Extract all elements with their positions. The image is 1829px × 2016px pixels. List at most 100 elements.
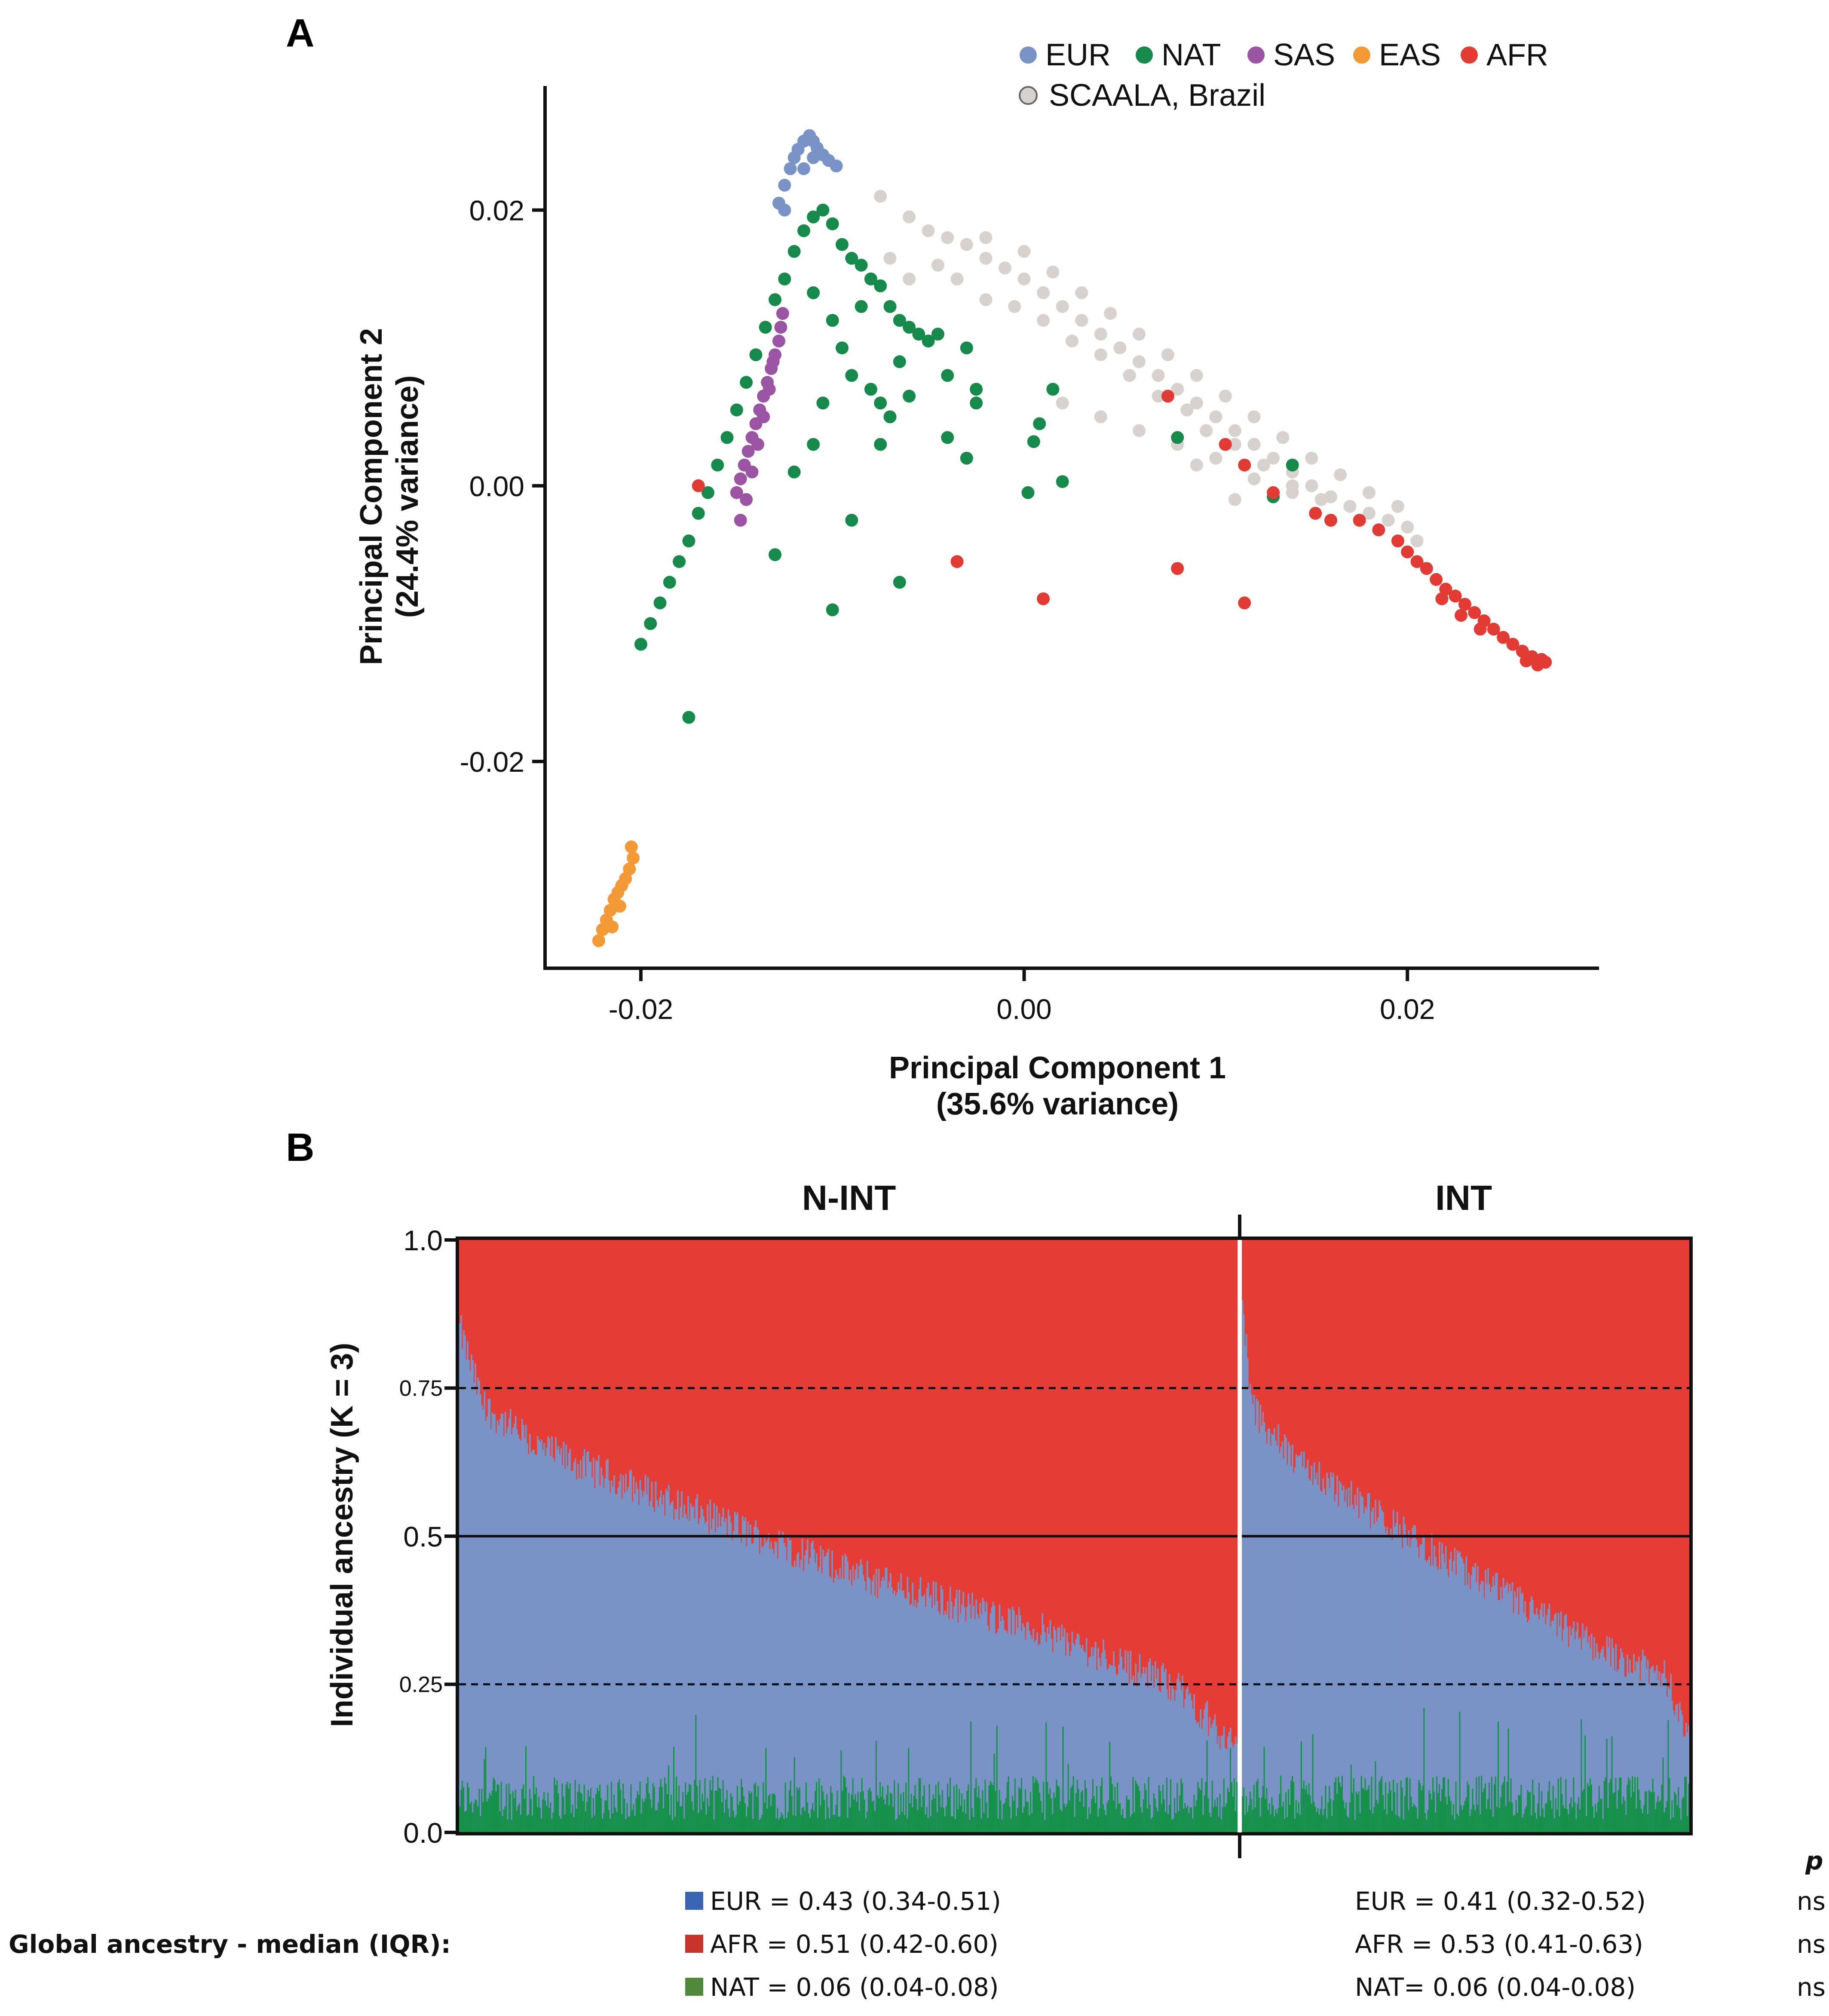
bar-eur [1384,1526,1385,1832]
bar-nat [779,1817,781,1832]
bar-eur [922,1596,924,1832]
bar-eur [1256,1399,1258,1832]
bar-eur [750,1524,751,1832]
bar-eur [554,1461,555,1832]
bar-eur [735,1515,737,1832]
point-nat [759,321,772,334]
bar-nat [1615,1778,1617,1832]
bar-eur [770,1541,772,1832]
bar-eur [1035,1640,1037,1832]
bar-eur [900,1573,902,1832]
bar-eur [1409,1547,1411,1832]
bar-eur [796,1554,798,1832]
bar-nat [890,1792,892,1832]
bar-nat [1289,1804,1291,1832]
bar-eur [647,1477,649,1832]
bar-nat [1338,1777,1339,1832]
bar-nat [1500,1797,1502,1832]
bar-nat [738,1804,740,1832]
bar-eur [1679,1702,1681,1832]
bar-nat [1546,1803,1548,1832]
bar-eur [952,1619,954,1832]
bar-eur [1144,1673,1146,1832]
bar-nat [1643,1805,1645,1832]
bar-nat [722,1780,724,1832]
bar-eur [1309,1480,1311,1832]
bar-eur [572,1470,574,1832]
bar-nat [788,1790,790,1832]
bar-nat [840,1750,843,1832]
bar-nat [899,1815,901,1832]
bar-eur [992,1602,994,1832]
bar-eur [506,1433,508,1832]
bar-nat [750,1793,751,1832]
bar-eur [503,1436,505,1832]
bar-eur [856,1563,858,1832]
bar-nat [1366,1791,1368,1832]
bar-eur [1164,1669,1167,1832]
bar-nat [695,1715,697,1832]
bar-eur [1058,1627,1060,1832]
bar-nat [808,1813,810,1832]
point-nat [941,431,954,444]
point-scaala [950,272,964,285]
series-scaala [874,190,1424,548]
bar-nat [685,1782,686,1832]
bar-eur [730,1522,732,1832]
bar-nat [751,1792,753,1832]
point-nat [874,396,887,410]
bar-nat [1135,1780,1137,1832]
point-afr [1267,486,1280,499]
bar-nat [1202,1815,1204,1832]
bar-eur [1405,1536,1407,1832]
bar-nat [1292,1776,1293,1832]
bar-eur [955,1598,956,1832]
bar-eur [1117,1674,1118,1832]
bar-eur [912,1583,914,1832]
bar-nat [1067,1764,1069,1832]
bar-eur [1624,1676,1626,1832]
bar-nat [908,1748,910,1832]
bar-eur [1652,1666,1654,1832]
bar-eur [1688,1725,1690,1832]
bar-nat [485,1747,487,1832]
bar-nat [1454,1820,1456,1832]
bar-nat [1419,1783,1421,1832]
bar-eur [926,1588,928,1832]
bar-nat [830,1786,832,1832]
bar-eur [1413,1525,1415,1832]
y-tick-label: 0.02 [469,195,524,227]
bar-nat [594,1815,596,1832]
bar-nat [1218,1817,1220,1832]
bar-nat [1322,1815,1324,1832]
point-scaala [1133,424,1146,437]
bar-eur [1647,1660,1649,1832]
bar-eur [478,1381,480,1832]
point-nat [903,321,916,334]
bar-nat [1473,1804,1475,1832]
point-nat [787,465,801,479]
bar-eur [838,1579,839,1832]
bar-nat [879,1782,881,1832]
bar-nat [637,1791,639,1832]
bar-eur [707,1504,709,1832]
bar-eur [1456,1550,1458,1832]
bar-nat [1164,1811,1167,1832]
bar-eur [585,1476,587,1832]
bar-eur [962,1592,964,1832]
bar-eur [1225,1749,1228,1832]
bar-nat [1665,1807,1667,1832]
bar-nat [1149,1804,1151,1832]
bar-nat [918,1778,920,1832]
bar-nat [743,1796,745,1832]
swatch-nat [685,1978,703,1996]
bar-nat [876,1795,879,1832]
bar-nat [1227,1788,1229,1832]
bar-nat [634,1816,636,1832]
bar-nat [975,1778,977,1832]
bar-eur [1498,1600,1501,1832]
bar-eur [734,1511,736,1832]
bar-nat [1652,1778,1654,1832]
bar-eur [1636,1661,1637,1832]
bar-eur [1106,1670,1108,1832]
